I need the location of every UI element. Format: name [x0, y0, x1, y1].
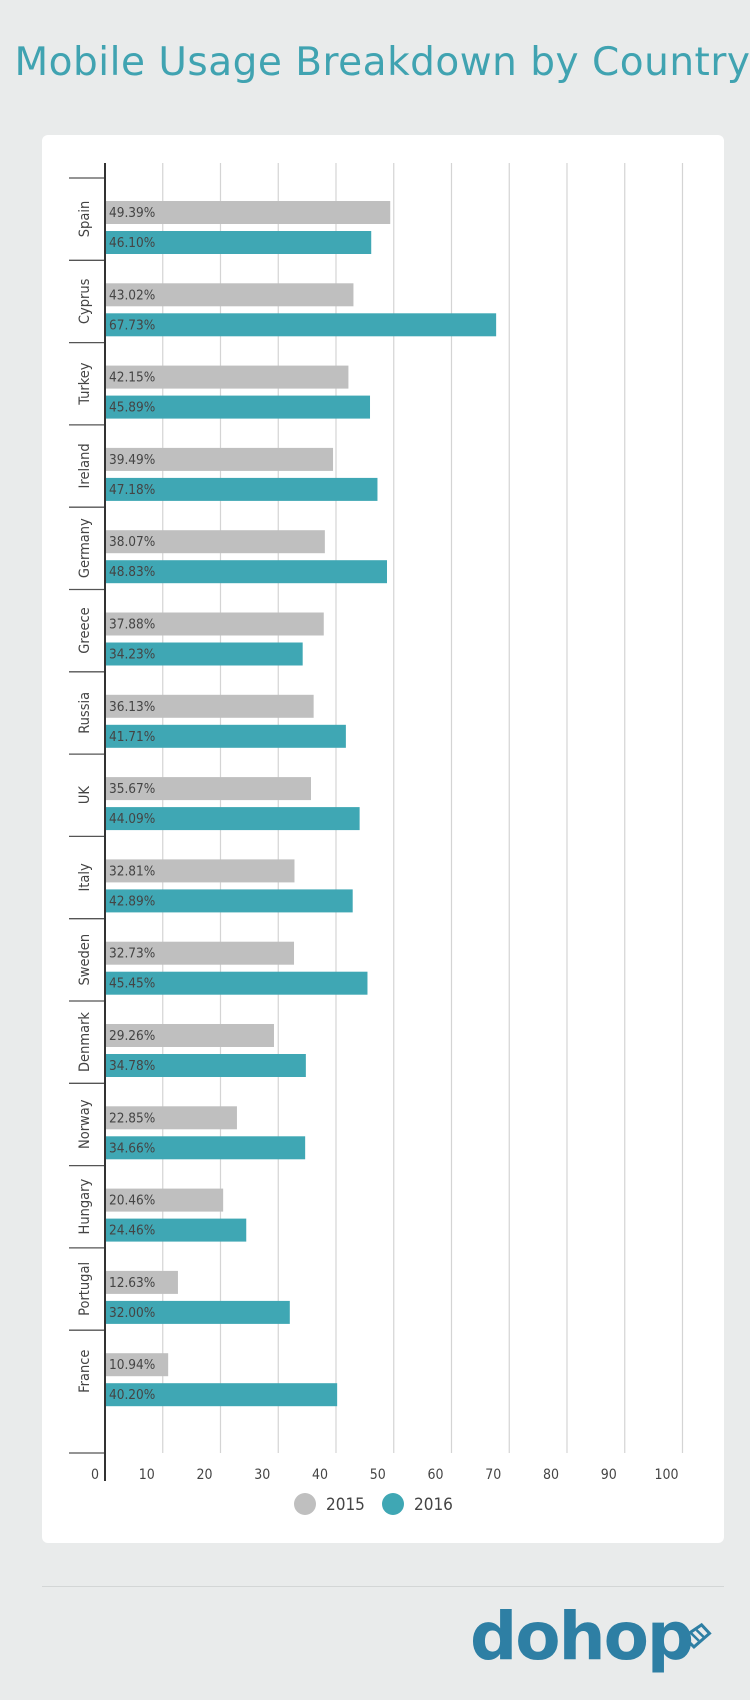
bar-2016: [105, 477, 378, 501]
bar-2016: [105, 395, 371, 419]
data-label: 35.67%: [109, 781, 155, 797]
bar-2015: [105, 694, 314, 718]
data-label: 12.63%: [109, 1275, 155, 1291]
bar-2015: [105, 447, 334, 471]
data-label: 40.20%: [109, 1387, 155, 1403]
data-label: 34.66%: [109, 1140, 155, 1156]
x-tick-label: 0: [91, 1467, 99, 1483]
bar-2016: [105, 231, 372, 254]
data-label: 41.71%: [109, 729, 155, 745]
data-label: 32.00%: [109, 1305, 155, 1321]
category-label: Norway: [77, 1099, 93, 1149]
data-label: 20.46%: [109, 1193, 155, 1209]
data-label: 42.15%: [109, 370, 155, 386]
x-tick-label: 30: [254, 1467, 270, 1483]
category-label: Greece: [77, 607, 93, 653]
data-label: 45.45%: [109, 976, 155, 992]
bar-2016: [105, 1300, 290, 1324]
data-label: 46.10%: [109, 235, 155, 251]
plane-icon: [681, 1622, 712, 1649]
data-label: 34.78%: [109, 1058, 155, 1074]
data-label: 67.73%: [109, 317, 155, 333]
footer-divider: [42, 1586, 724, 1587]
bar-2015: [105, 1106, 237, 1130]
dohop-logo: dohop: [470, 1605, 712, 1675]
x-tick-label: 20: [196, 1467, 212, 1483]
bar-2015: [105, 283, 354, 307]
data-label: 42.89%: [109, 893, 155, 909]
bar-2016: [105, 1218, 247, 1242]
bar-2015: [105, 1270, 178, 1294]
data-label: 47.18%: [109, 482, 155, 498]
bar-2016: [105, 642, 303, 666]
bar-2015: [105, 530, 325, 554]
data-label: 22.85%: [109, 1110, 155, 1126]
bar-2015: [105, 612, 324, 636]
legend-marker-2016: [382, 1493, 404, 1515]
bar-2015: [105, 201, 391, 224]
data-label: 36.13%: [109, 699, 155, 715]
x-tick-label: 100: [654, 1467, 678, 1483]
data-label: 32.73%: [109, 946, 155, 962]
data-label: 49.39%: [109, 205, 155, 221]
category-label: Portugal: [77, 1262, 93, 1316]
legend-label: 2016: [414, 1495, 453, 1515]
category-label: Spain: [77, 201, 93, 237]
x-tick-label: 90: [601, 1467, 617, 1483]
category-label: Italy: [77, 863, 93, 892]
data-label: 34.23%: [109, 647, 155, 663]
bar-2015: [105, 1353, 169, 1377]
svg-text:dohop: dohop: [470, 1605, 692, 1675]
bar-2016: [105, 971, 368, 995]
bar-2015: [105, 941, 295, 965]
category-label: Turkey: [77, 362, 93, 405]
data-label: 38.07%: [109, 534, 155, 550]
category-label: Cyprus: [77, 278, 93, 324]
data-label: 44.09%: [109, 811, 155, 827]
data-label: 37.88%: [109, 617, 155, 633]
data-label: 10.94%: [109, 1357, 155, 1373]
category-label: Hungary: [77, 1178, 93, 1234]
bar-2016: [105, 889, 353, 913]
bar-2015: [105, 365, 349, 389]
bar-2016: [105, 1383, 338, 1407]
x-tick-label: 80: [543, 1467, 559, 1483]
bar-2016: [105, 560, 387, 584]
bar-2015: [105, 1188, 224, 1212]
category-label: France: [77, 1350, 93, 1393]
data-label: 45.89%: [109, 400, 155, 416]
bar-2016: [105, 1136, 306, 1160]
bar-2015: [105, 1024, 274, 1047]
bar-chart: 49.39% 46.10% 43.02% 67.73% 42.15% 45.89% 39.4…: [69, 163, 684, 1515]
bar-2016: [105, 807, 360, 831]
bar-2015: [105, 859, 295, 883]
x-tick-label: 70: [485, 1467, 501, 1483]
data-label: 24.46%: [109, 1223, 155, 1239]
bar-2016: [105, 724, 346, 748]
category-label: Ireland: [77, 443, 93, 488]
category-label: Denmark: [77, 1012, 93, 1072]
data-label: 43.02%: [109, 287, 155, 303]
bar-2016: [105, 313, 497, 337]
data-label: 48.83%: [109, 564, 155, 580]
x-tick-label: 40: [312, 1467, 328, 1483]
category-label: Russia: [77, 692, 93, 734]
data-label: 29.26%: [109, 1028, 155, 1044]
x-tick-label: 60: [427, 1467, 443, 1483]
category-label: Germany: [77, 518, 93, 578]
category-label: Sweden: [77, 934, 93, 986]
legend-label: 2015: [326, 1495, 365, 1515]
x-tick-label: 50: [370, 1467, 386, 1483]
chart-card: 49.39% 46.10% 43.02% 67.73% 42.15% 45.89% 39.4…: [42, 135, 724, 1543]
bar-2016: [105, 1054, 306, 1077]
data-label: 32.81%: [109, 863, 155, 879]
chart-title: Mobile Usage Breakdown by Country: [14, 40, 750, 85]
data-label: 39.49%: [109, 452, 155, 468]
bar-2015: [105, 777, 311, 801]
legend-marker-2015: [294, 1493, 316, 1515]
category-label: UK: [77, 786, 93, 805]
x-tick-label: 10: [139, 1467, 155, 1483]
